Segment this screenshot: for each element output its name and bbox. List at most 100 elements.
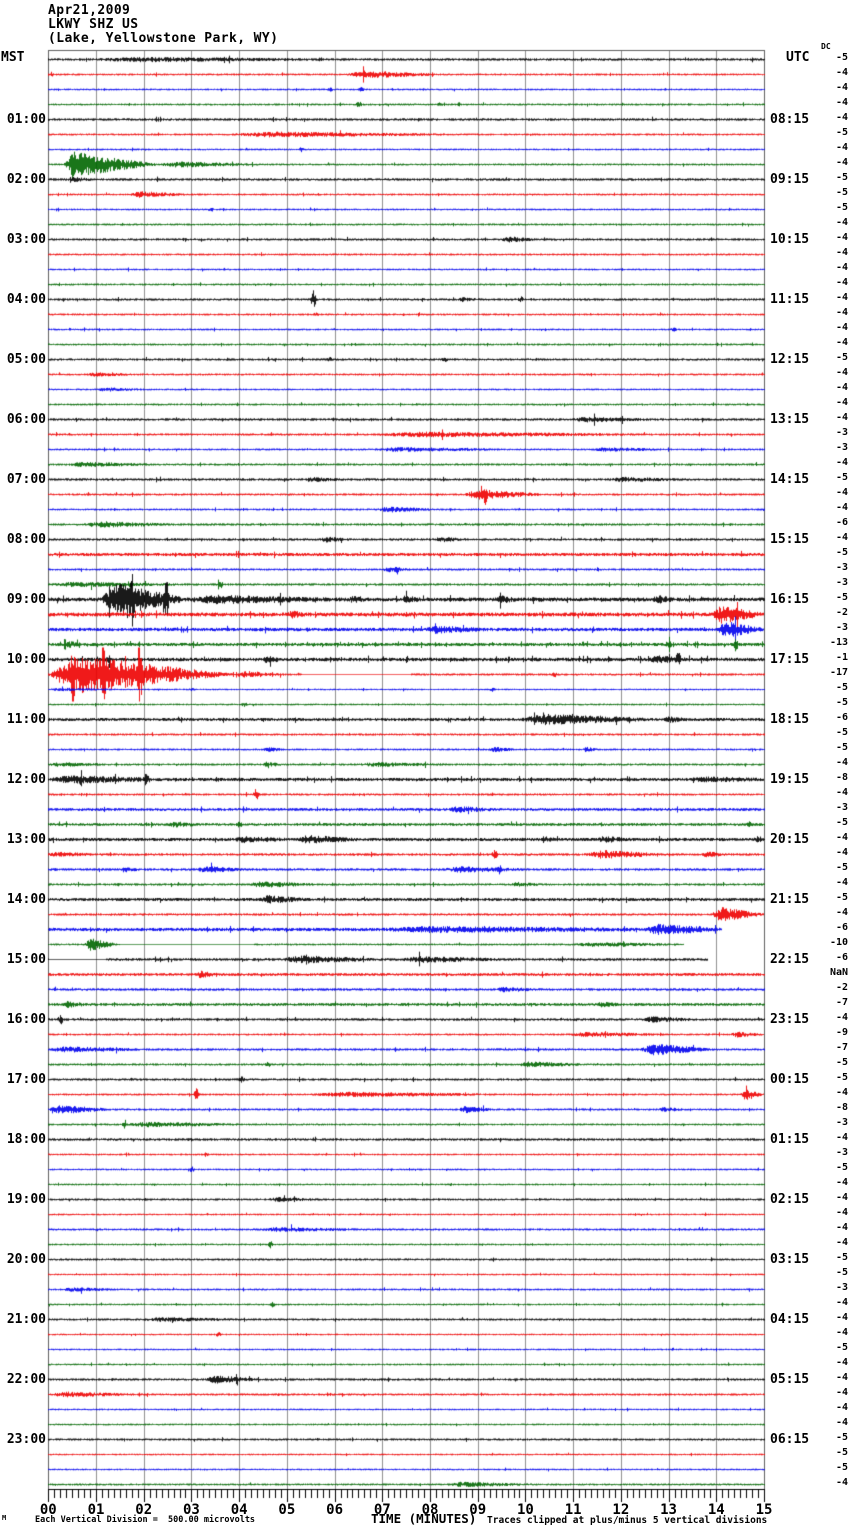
gain-value: -2	[835, 981, 848, 993]
gain-value: -4	[835, 381, 848, 393]
gain-value: -8	[835, 1101, 848, 1113]
gain-value: -4	[835, 531, 848, 543]
gain-value: -4	[835, 456, 848, 468]
scale-note: Each Vertical Division = 500.00 microvol…	[35, 1515, 256, 1525]
gain-value: -4	[835, 756, 848, 768]
utc-hour-label: 14:15	[770, 471, 810, 487]
left-hour-label: 21:00	[6, 1311, 46, 1327]
left-hour-label: 07:00	[6, 471, 46, 487]
gain-value: -5	[835, 591, 848, 603]
minute-label: 06	[326, 1502, 343, 1518]
minute-label: 02	[135, 1502, 153, 1518]
header-date: Apr21,2009	[48, 3, 131, 18]
left-hour-label: 22:00	[6, 1371, 46, 1387]
gain-value: -4	[835, 1206, 848, 1218]
gain-value: -4	[835, 1176, 848, 1188]
utc-hour-label: 15:15	[770, 531, 810, 547]
utc-hour-label: 04:15	[770, 1311, 810, 1327]
gain-value: -4	[835, 306, 848, 318]
gain-value: -4	[835, 66, 848, 78]
utc-hour-label: 10:15	[770, 231, 810, 247]
minute-label: 12	[612, 1502, 630, 1518]
utc-hour-label: 23:15	[770, 1011, 810, 1027]
utc-hour-label: 19:15	[770, 771, 810, 787]
corner-mark: M	[2, 1514, 7, 1522]
gain-value: -4	[835, 1326, 848, 1338]
left-hour-label: 23:00	[6, 1431, 46, 1447]
gain-value: -4	[835, 1221, 848, 1233]
header-station: LKWY SHZ US	[48, 17, 139, 32]
utc-hour-label: 21:15	[770, 891, 810, 907]
gain-value: -4	[835, 501, 848, 513]
gain-value: -4	[835, 786, 848, 798]
gain-value: -5	[835, 681, 848, 693]
clip-note: Traces clipped at plus/minus 5 vertical …	[487, 1515, 768, 1526]
gain-value: -5	[835, 741, 848, 753]
gain-value: -6	[835, 711, 848, 723]
gain-value: -5	[835, 1071, 848, 1083]
gain-value: -4	[835, 261, 848, 273]
gain-value: -4	[835, 1191, 848, 1203]
gain-value: -4	[835, 1416, 848, 1428]
minute-label: 05	[278, 1502, 296, 1518]
left-hour-label: 04:00	[6, 291, 46, 307]
utc-hour-label: 02:15	[770, 1191, 810, 1207]
gain-value: -2	[835, 606, 848, 618]
gain-value: -7	[835, 1041, 848, 1053]
left-hour-label: 03:00	[6, 231, 46, 247]
gain-value: -5	[835, 186, 848, 198]
gain-value: -9	[835, 1026, 848, 1038]
left-hour-label: 15:00	[6, 951, 46, 967]
gain-value: -4	[835, 1311, 848, 1323]
minute-label: 11	[564, 1502, 582, 1518]
minute-label: 04	[230, 1502, 248, 1518]
minute-label: 09	[469, 1502, 487, 1518]
gain-value: -4	[835, 876, 848, 888]
left-hour-label: 14:00	[6, 891, 46, 907]
minute-label: 14	[707, 1502, 725, 1518]
gain-value: -4	[835, 1086, 848, 1098]
x-axis-title: TIME (MINUTES)	[371, 1511, 477, 1526]
utc-hour-label: 08:15	[770, 111, 810, 127]
gain-value: -3	[835, 1116, 848, 1128]
utc-hour-label: 06:15	[770, 1431, 810, 1447]
gain-value: -4	[835, 1131, 848, 1143]
utc-hour-label: 09:15	[770, 171, 810, 187]
utc-hour-label: 22:15	[770, 951, 810, 967]
minute-label: 08	[421, 1502, 439, 1518]
gain-value: -5	[835, 1161, 848, 1173]
gain-value: -10	[829, 936, 848, 948]
gain-value: -5	[835, 171, 848, 183]
gain-value: -4	[835, 81, 848, 93]
left-hour-label: 20:00	[6, 1251, 46, 1267]
left-hour-label: 16:00	[6, 1011, 46, 1027]
gain-value: -5	[835, 1266, 848, 1278]
utc-hour-label: 11:15	[770, 291, 810, 307]
left-hour-label: 08:00	[6, 531, 46, 547]
gain-value: -4	[835, 276, 848, 288]
gain-value: -3	[835, 1146, 848, 1158]
gain-value: -4	[835, 1356, 848, 1368]
gain-value: -4	[835, 1476, 848, 1488]
gain-value: -5	[835, 471, 848, 483]
minute-label: 01	[87, 1502, 105, 1518]
gain-value: -3	[835, 561, 848, 573]
utc-hour-label: 20:15	[770, 831, 810, 847]
left-hour-label: 01:00	[6, 111, 46, 127]
gain-value: -4	[835, 96, 848, 108]
left-hour-label: 10:00	[6, 651, 46, 667]
left-hour-label: 02:00	[6, 171, 46, 187]
gain-value: -4	[835, 1371, 848, 1383]
left-hour-label: 09:00	[6, 591, 46, 607]
gain-value: -4	[835, 246, 848, 258]
utc-hour-label: 18:15	[770, 711, 810, 727]
gain-value: -4	[835, 366, 848, 378]
gain-value: -4	[835, 1386, 848, 1398]
gain-value: -6	[835, 951, 848, 963]
gain-value: -5	[835, 1446, 848, 1458]
gain-value: -4	[835, 1401, 848, 1413]
header-location: (Lake, Yellowstone Park, WY)	[48, 31, 279, 46]
utc-hour-label: 13:15	[770, 411, 810, 427]
gain-value: -3	[835, 801, 848, 813]
